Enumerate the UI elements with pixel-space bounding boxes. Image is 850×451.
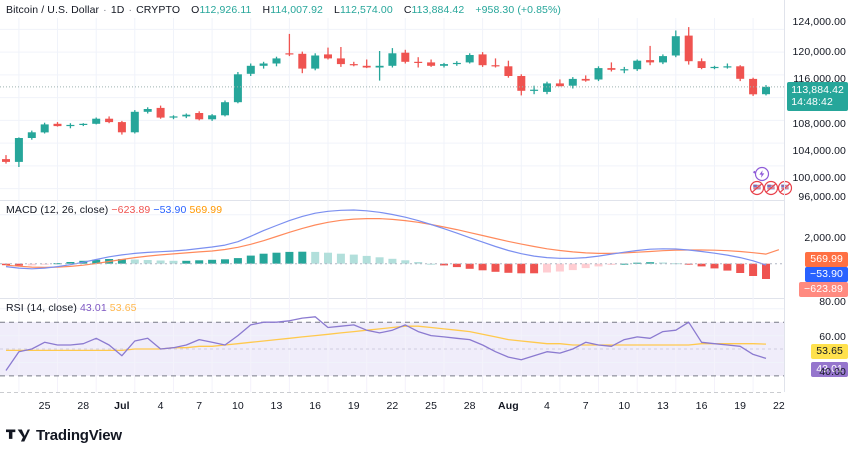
price-tick-100000: 100,000.00 xyxy=(792,172,846,184)
legend-separator-2: · xyxy=(128,4,133,16)
price-tick-104000: 104,000.00 xyxy=(792,145,846,157)
time-tick-28: 28 xyxy=(77,400,90,412)
scale-separator xyxy=(784,0,785,392)
economic-event-icon-1 xyxy=(749,180,765,196)
current-price-value: 113,884.42 xyxy=(791,84,844,96)
open-value: 112,926.11 xyxy=(199,4,252,16)
macd-hist-badge: −623.89 xyxy=(799,282,848,297)
time-tick-19: 19 xyxy=(734,400,747,412)
time-tick-7: 7 xyxy=(582,400,589,412)
tradingview-logo[interactable]: TradingView xyxy=(6,427,122,444)
rsi-tick-80: 80.00 xyxy=(819,296,846,308)
time-tick-4: 4 xyxy=(157,400,164,412)
exchange-label: CRYPTO xyxy=(136,4,181,16)
legend-separator-1: · xyxy=(103,4,107,16)
time-tick-16: 16 xyxy=(309,400,322,412)
rsi-value: 43.01 xyxy=(79,302,107,314)
current-price-time: 14:48:42 xyxy=(791,96,833,108)
macd-title: MACD (12, 26, close) xyxy=(6,204,109,216)
rsi-ma-value: 53.65 xyxy=(109,302,137,314)
price-scale[interactable]: 124,000.00 120,000.00 116,000.00 108,000… xyxy=(784,0,850,392)
price-tick-108000: 108,000.00 xyxy=(792,118,846,130)
close-value: 113,884.42 xyxy=(411,4,465,16)
time-axis[interactable]: 25 28 Jul 4 7 10 13 16 19 22 25 28 Aug 4 7 10 13 16 19 22 xyxy=(0,392,850,418)
tradingview-mark-icon xyxy=(6,429,30,441)
rsi-tick-60: 60.00 xyxy=(819,331,846,343)
time-tick-4: 4 xyxy=(544,400,550,412)
time-tick-13: 13 xyxy=(270,400,283,412)
lightning-event-icon xyxy=(753,166,770,182)
open-key: O xyxy=(191,4,200,16)
rsi-badge: 43.01 xyxy=(811,362,848,377)
macd-pane[interactable] xyxy=(0,200,784,298)
low-value: 112,574.00 xyxy=(339,4,393,16)
price-tick-96000: 96,000.00 xyxy=(798,191,846,203)
macd-line-value: −53.90 xyxy=(153,204,187,216)
time-tick-10: 10 xyxy=(231,400,244,412)
macd-hist-value: −623.89 xyxy=(111,204,151,216)
time-tick-19: 19 xyxy=(347,400,360,412)
economic-event-icon-2 xyxy=(763,180,779,196)
time-tick-13: 13 xyxy=(656,400,669,412)
close-key: C xyxy=(403,4,412,16)
macd-legend: MACD (12, 26, close) −623.89 −53.90 569.… xyxy=(6,203,222,217)
rsi-legend: RSI (14, close) 43.01 53.65 xyxy=(6,301,137,315)
pane-divider-macd xyxy=(0,200,784,201)
tradingview-brand-text: TradingView xyxy=(36,426,122,444)
economic-event-icon-3 xyxy=(777,180,793,196)
macd-line-badge: −53.90 xyxy=(804,267,848,282)
time-tick-25: 25 xyxy=(38,400,51,412)
macd-signal-badge: 569.99 xyxy=(805,252,848,267)
time-tick-22: 22 xyxy=(386,400,399,412)
time-tick-7: 7 xyxy=(196,400,203,412)
rsi-ma-badge: 53.65 xyxy=(811,344,848,359)
time-tick-22: 22 xyxy=(772,400,785,412)
low-key: L xyxy=(334,4,340,16)
change-value: +958.30 (+0.85%) xyxy=(475,4,562,16)
macd-signal-value: 569.99 xyxy=(189,204,223,216)
price-pane[interactable] xyxy=(0,18,784,200)
footer-bar: TradingView xyxy=(0,419,850,451)
time-tick-16: 16 xyxy=(695,400,708,412)
price-tick-124000: 124,000.00 xyxy=(792,16,846,28)
time-tick-aug: Aug xyxy=(498,400,519,412)
rsi-tick-40: 40.00 xyxy=(819,366,846,378)
time-tick-10: 10 xyxy=(618,400,631,412)
event-markers[interactable] xyxy=(748,166,794,196)
current-price-tag: 113,884.42 14:48:42 xyxy=(787,82,848,111)
rsi-title: RSI (14, close) xyxy=(6,302,77,314)
symbol-name[interactable]: Bitcoin / U.S. Dollar xyxy=(6,4,100,16)
time-tick-jul: Jul xyxy=(114,400,130,412)
high-value: 114,007.92 xyxy=(270,4,323,16)
time-tick-25: 25 xyxy=(425,400,438,412)
pane-divider-rsi xyxy=(0,298,784,299)
time-tick-28: 28 xyxy=(463,400,476,412)
price-tick-120000: 120,000.00 xyxy=(792,46,846,58)
rsi-pane[interactable] xyxy=(0,298,784,392)
interval-label[interactable]: 1D xyxy=(110,4,125,16)
high-key: H xyxy=(262,4,271,16)
chart-legend: Bitcoin / U.S. Dollar · 1D · CRYPTO O112… xyxy=(6,3,561,17)
macd-tick-2000: 2,000.00 xyxy=(804,232,846,244)
